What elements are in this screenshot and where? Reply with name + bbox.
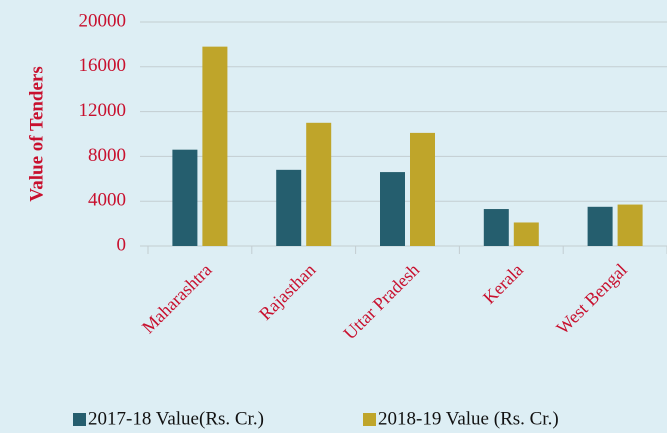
bar xyxy=(410,132,435,246)
legend-label: 2018-19 Value (Rs. Cr.) xyxy=(378,408,559,429)
y-tick-label: 4000 xyxy=(88,190,126,211)
bar xyxy=(306,122,332,246)
bar xyxy=(587,206,613,246)
y-tick-label: 8000 xyxy=(88,145,126,166)
y-axis-label: Value of Tenders xyxy=(26,66,47,202)
bar xyxy=(202,46,228,246)
bar xyxy=(483,209,509,246)
legend-label: 2017-18 Value(Rs. Cr.) xyxy=(88,408,264,429)
y-tick-label: 16000 xyxy=(79,55,127,76)
bar xyxy=(380,172,405,246)
y-tick-label: 12000 xyxy=(79,100,127,121)
bar xyxy=(513,222,539,246)
bar xyxy=(276,169,302,246)
y-tick-label: 20000 xyxy=(79,10,127,31)
bar xyxy=(617,204,643,246)
bar xyxy=(172,149,198,246)
y-tick-label: 0 xyxy=(117,234,127,255)
legend-swatch xyxy=(73,413,86,426)
legend-swatch xyxy=(363,413,376,426)
